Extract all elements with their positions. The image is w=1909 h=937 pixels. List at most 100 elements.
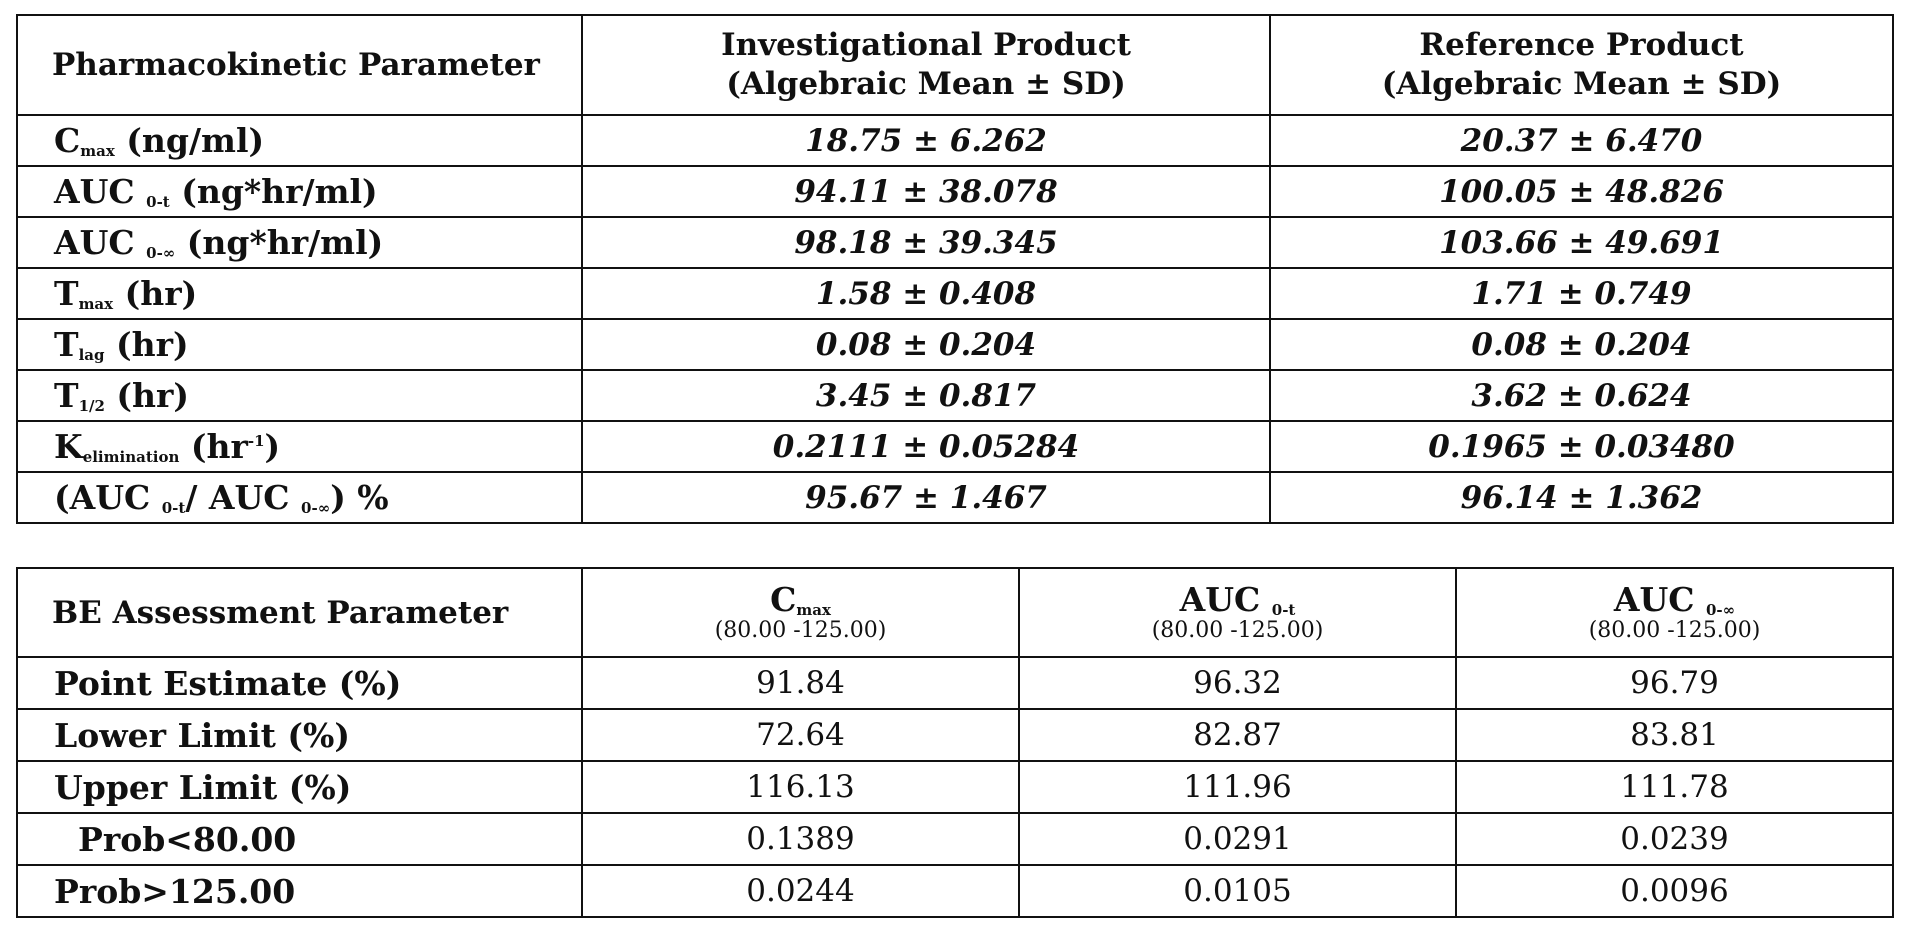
- header-subscript: max: [796, 601, 831, 620]
- be-auc0t-value: 0.0291: [1018, 812, 1457, 866]
- be-cmax-value: 116.13: [581, 760, 1020, 814]
- param-base: T: [54, 376, 79, 415]
- be-header-cmax-range: (80.00 -125.00): [714, 617, 887, 643]
- param-unit: ) %: [330, 478, 389, 517]
- be-assessment-table: BE Assessment Parameter Cmax (80.00 -125…: [16, 567, 1894, 918]
- header-base: AUC: [1613, 580, 1706, 620]
- pk-investigational-value: 94.11 ± 38.078: [581, 165, 1271, 218]
- param-subscript: elimination: [82, 448, 180, 466]
- param-unit: (hr): [113, 274, 198, 313]
- pk-param-tmax: Tmax (hr): [16, 267, 583, 320]
- table-row: Kelimination (hr-1) 0.2111 ± 0.05284 0.1…: [16, 420, 1894, 473]
- be-row-label: Upper Limit (%): [16, 760, 583, 814]
- be-auc0inf-value: 83.81: [1455, 708, 1894, 762]
- table-row: Upper Limit (%) 116.13 111.96 111.78: [16, 760, 1894, 814]
- param-subscript: 0-t: [146, 193, 170, 211]
- be-cmax-value: 91.84: [581, 656, 1020, 710]
- table-row: Prob<80.00 0.1389 0.0291 0.0239: [16, 812, 1894, 866]
- param-unit: (hr: [179, 427, 248, 466]
- pk-reference-value: 3.62 ± 0.624: [1269, 369, 1894, 422]
- pk-param-auc0inf: AUC 0-∞ (ng*hr/ml): [16, 216, 583, 269]
- pk-param-kelimination: Kelimination (hr-1): [16, 420, 583, 473]
- pk-reference-value: 103.66 ± 49.691: [1269, 216, 1894, 269]
- be-cmax-value: 72.64: [581, 708, 1020, 762]
- pk-header-investigational-line2: (Algebraic Mean ± SD): [726, 66, 1126, 102]
- be-header-auc0t-title: AUC 0-t: [1180, 580, 1296, 619]
- pk-reference-value: 96.14 ± 1.362: [1269, 471, 1894, 524]
- header-base: C: [770, 580, 797, 620]
- table-row: AUC 0-∞ (ng*hr/ml) 98.18 ± 39.345 103.66…: [16, 216, 1894, 269]
- pk-param-thalf: T1/2 (hr): [16, 369, 583, 422]
- param-base: AUC: [54, 172, 147, 211]
- be-auc0t-value: 96.32: [1018, 656, 1457, 710]
- param-base: T: [54, 325, 79, 364]
- pk-param-cmax: Cmax (ng/ml): [16, 114, 583, 167]
- table-row: Lower Limit (%) 72.64 82.87 83.81: [16, 708, 1894, 762]
- pk-reference-value: 0.08 ± 0.204: [1269, 318, 1894, 371]
- pk-header-investigational: Investigational Product (Algebraic Mean …: [581, 14, 1271, 116]
- pk-investigational-value: 1.58 ± 0.408: [581, 267, 1271, 320]
- pk-param-tlag: Tlag (hr): [16, 318, 583, 371]
- be-row-label: Prob>125.00: [16, 864, 583, 918]
- table-row: Cmax (ng/ml) 18.75 ± 6.262 20.37 ± 6.470: [16, 114, 1894, 167]
- param-base: AUC: [54, 223, 147, 262]
- param-prefix: (AUC: [54, 478, 162, 517]
- param-base: C: [54, 121, 81, 160]
- param-unit: (ng*hr/ml): [175, 223, 384, 262]
- be-auc0inf-value: 0.0239: [1455, 812, 1894, 866]
- be-header-cmax-title: Cmax: [770, 580, 831, 619]
- table-row: Point Estimate (%) 91.84 96.32 96.79: [16, 656, 1894, 710]
- pk-reference-value: 20.37 ± 6.470: [1269, 114, 1894, 167]
- table-row: Prob>125.00 0.0244 0.0105 0.0096: [16, 864, 1894, 918]
- table-row: AUC 0-t (ng*hr/ml) 94.11 ± 38.078 100.05…: [16, 165, 1894, 218]
- header-base: AUC: [1179, 580, 1272, 620]
- be-row-label: Prob<80.00: [16, 812, 583, 866]
- pk-header-parameter: Pharmacokinetic Parameter: [16, 14, 583, 116]
- param-base: K: [54, 427, 83, 466]
- be-header-auc0inf-title: AUC 0-∞: [1614, 580, 1735, 619]
- be-header-auc0t-range: (80.00 -125.00): [1151, 617, 1324, 643]
- be-header-cmax: Cmax (80.00 -125.00): [581, 567, 1020, 658]
- be-row-label: Point Estimate (%): [16, 656, 583, 710]
- param-subscript: 0-∞: [301, 499, 331, 517]
- pk-header-reference: Reference Product (Algebraic Mean ± SD): [1269, 14, 1894, 116]
- param-subscript: 1/2: [78, 397, 105, 415]
- pk-header-row: Pharmacokinetic Parameter Investigationa…: [16, 14, 1894, 116]
- be-row-label: Lower Limit (%): [16, 708, 583, 762]
- pk-header-investigational-line1: Investigational Product: [721, 27, 1131, 64]
- pk-param-auc0t: AUC 0-t (ng*hr/ml): [16, 165, 583, 218]
- be-cmax-value: 0.1389: [581, 812, 1020, 866]
- pk-param-auc-ratio: (AUC 0-t/ AUC 0-∞) %: [16, 471, 583, 524]
- table-row: T1/2 (hr) 3.45 ± 0.817 3.62 ± 0.624: [16, 369, 1894, 422]
- param-subscript: max: [78, 295, 114, 313]
- param-subscript: 0-t: [161, 499, 186, 517]
- pharmacokinetic-table: Pharmacokinetic Parameter Investigationa…: [16, 14, 1894, 524]
- pk-reference-value: 100.05 ± 48.826: [1269, 165, 1894, 218]
- table-row: Tlag (hr) 0.08 ± 0.204 0.08 ± 0.204: [16, 318, 1894, 371]
- table-row: (AUC 0-t/ AUC 0-∞) % 95.67 ± 1.467 96.14…: [16, 471, 1894, 524]
- pk-investigational-value: 98.18 ± 39.345: [581, 216, 1271, 269]
- be-auc0t-value: 0.0105: [1018, 864, 1457, 918]
- param-subscript: 0-∞: [146, 244, 176, 262]
- be-header-parameter: BE Assessment Parameter: [16, 567, 583, 658]
- be-header-auc0t: AUC 0-t (80.00 -125.00): [1018, 567, 1457, 658]
- be-header-row: BE Assessment Parameter Cmax (80.00 -125…: [16, 567, 1894, 658]
- param-superscript: -1: [247, 432, 265, 450]
- param-subscript: max: [80, 142, 115, 160]
- be-header-auc0inf: AUC 0-∞ (80.00 -125.00): [1455, 567, 1894, 658]
- header-subscript: 0-∞: [1705, 601, 1736, 620]
- pk-reference-value: 1.71 ± 0.749: [1269, 267, 1894, 320]
- pk-reference-value: 0.1965 ± 0.03480: [1269, 420, 1894, 473]
- param-base: T: [54, 274, 79, 313]
- pk-header-reference-line1: Reference Product: [1419, 27, 1744, 64]
- param-subscript: lag: [78, 346, 105, 364]
- be-auc0t-value: 82.87: [1018, 708, 1457, 762]
- param-unit-close: ): [264, 427, 281, 466]
- pk-investigational-value: 0.08 ± 0.204: [581, 318, 1271, 371]
- be-auc0inf-value: 0.0096: [1455, 864, 1894, 918]
- param-mid: / AUC: [185, 478, 302, 517]
- table-row: Tmax (hr) 1.58 ± 0.408 1.71 ± 0.749: [16, 267, 1894, 320]
- pk-investigational-value: 3.45 ± 0.817: [581, 369, 1271, 422]
- pk-investigational-value: 95.67 ± 1.467: [581, 471, 1271, 524]
- be-header-auc0inf-range: (80.00 -125.00): [1588, 617, 1761, 643]
